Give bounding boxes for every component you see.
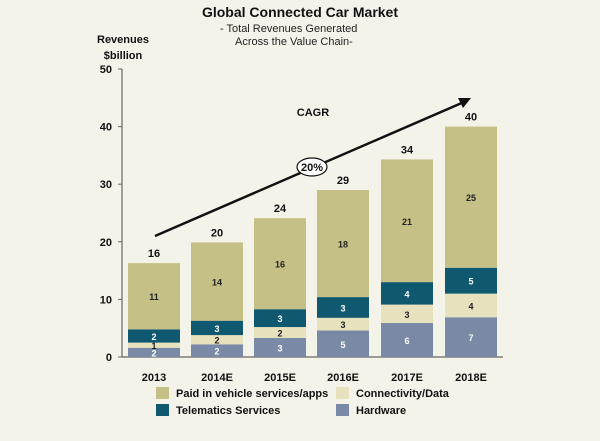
bar-segment-connectivity-data bbox=[317, 317, 369, 331]
legend-swatch bbox=[156, 404, 169, 416]
x-tick-label: 2016E bbox=[327, 372, 359, 384]
bar-total-label: 16 bbox=[148, 248, 160, 260]
y-tick-label: 10 bbox=[100, 294, 112, 306]
legend-label: Hardware bbox=[356, 405, 406, 417]
chart-subtitle-line-1: - Total Revenues Generated bbox=[220, 23, 357, 35]
y-tick-label: 50 bbox=[100, 64, 112, 76]
segment-data-label: 2 bbox=[151, 348, 156, 358]
segment-data-label: 3 bbox=[277, 314, 282, 324]
segment-data-label: 3 bbox=[214, 324, 219, 334]
x-tick-label: 2015E bbox=[264, 372, 296, 384]
segment-data-label: 3 bbox=[277, 343, 282, 353]
cagr-value: 20% bbox=[301, 162, 323, 174]
cagr-arrow-head bbox=[458, 98, 471, 108]
segment-data-label: 3 bbox=[340, 303, 345, 313]
bar-segment-connectivity-data bbox=[381, 304, 433, 324]
bar-segment-paid-in-vehicle-services-apps bbox=[254, 218, 306, 310]
y-tick-label: 40 bbox=[100, 122, 112, 134]
segment-data-label: 1 bbox=[151, 341, 156, 351]
bar-total-label: 20 bbox=[211, 227, 223, 239]
cagr-label: CAGR bbox=[297, 107, 329, 119]
segment-data-label: 3 bbox=[404, 310, 409, 320]
legend-swatch bbox=[156, 387, 169, 399]
bar-segment-paid-in-vehicle-services-apps bbox=[445, 126, 497, 268]
x-tick-label: 2018E bbox=[455, 372, 487, 384]
segment-data-label: 2 bbox=[277, 329, 282, 339]
cagr-value-ellipse bbox=[296, 157, 328, 177]
bar-segment-telematics-services bbox=[191, 320, 243, 336]
bar-segment-hardware bbox=[317, 330, 369, 357]
bar-segment-hardware bbox=[381, 323, 433, 357]
chart-subtitle-line-2: Across the Value Chain- bbox=[235, 36, 353, 48]
segment-data-label: 4 bbox=[468, 301, 473, 311]
bar-segment-connectivity-data bbox=[128, 342, 180, 348]
segment-data-label: 4 bbox=[404, 289, 409, 299]
segment-data-label: 18 bbox=[338, 240, 348, 250]
y-tick-label: 30 bbox=[100, 179, 112, 191]
bar-total-label: 29 bbox=[337, 175, 349, 187]
bar-segment-paid-in-vehicle-services-apps bbox=[317, 189, 369, 298]
bar-total-label: 40 bbox=[465, 112, 477, 124]
legend-swatch bbox=[336, 404, 349, 416]
bar-segment-hardware bbox=[191, 344, 243, 357]
x-tick-label: 2014E bbox=[201, 372, 233, 384]
bar-segment-telematics-services bbox=[445, 267, 497, 294]
chart-title: Global Connected Car Market bbox=[202, 4, 398, 20]
x-tick-label: 2013 bbox=[142, 372, 166, 384]
legend-label: Telematics Services bbox=[176, 405, 280, 417]
bar-total-label: 24 bbox=[274, 203, 287, 215]
bar-segment-paid-in-vehicle-services-apps bbox=[191, 242, 243, 321]
bar-segment-telematics-services bbox=[381, 282, 433, 305]
segment-data-label: 2 bbox=[151, 332, 156, 342]
bar-segment-connectivity-data bbox=[191, 335, 243, 345]
segment-data-label: 14 bbox=[212, 278, 222, 288]
segment-data-label: 2 bbox=[214, 347, 219, 357]
bar-segment-paid-in-vehicle-services-apps bbox=[128, 263, 180, 330]
segment-data-label: 3 bbox=[340, 320, 345, 330]
segment-data-label: 21 bbox=[402, 217, 412, 227]
legend-label: Paid in vehicle services/apps bbox=[176, 388, 328, 400]
segment-data-label: 6 bbox=[404, 336, 409, 346]
bar-segment-hardware bbox=[128, 347, 180, 357]
bar-segment-connectivity-data bbox=[445, 293, 497, 318]
y-tick-label: 0 bbox=[106, 352, 112, 364]
segment-data-label: 2 bbox=[214, 336, 219, 346]
segment-data-label: 5 bbox=[340, 340, 345, 350]
bar-segment-telematics-services bbox=[128, 329, 180, 343]
legend-label: Connectivity/Data bbox=[356, 388, 450, 400]
bar-segment-hardware bbox=[445, 317, 497, 357]
x-tick-label: 2017E bbox=[391, 372, 423, 384]
bar-segment-paid-in-vehicle-services-apps bbox=[381, 159, 433, 283]
bar-segment-telematics-services bbox=[254, 309, 306, 328]
y-axis-label-line-2: $billion bbox=[104, 50, 143, 62]
segment-data-label: 16 bbox=[275, 260, 285, 270]
y-axis-label-line-1: Revenues bbox=[97, 34, 149, 46]
bar-segment-telematics-services bbox=[317, 297, 369, 318]
segment-data-label: 11 bbox=[149, 292, 159, 302]
bar-segment-connectivity-data bbox=[254, 327, 306, 338]
segment-data-label: 5 bbox=[468, 277, 473, 287]
bar-total-label: 34 bbox=[401, 144, 414, 156]
y-tick-label: 20 bbox=[100, 237, 112, 249]
legend-swatch bbox=[336, 387, 349, 399]
bar-segment-hardware bbox=[254, 337, 306, 357]
segment-data-label: 7 bbox=[468, 333, 473, 343]
segment-data-label: 25 bbox=[466, 193, 476, 203]
